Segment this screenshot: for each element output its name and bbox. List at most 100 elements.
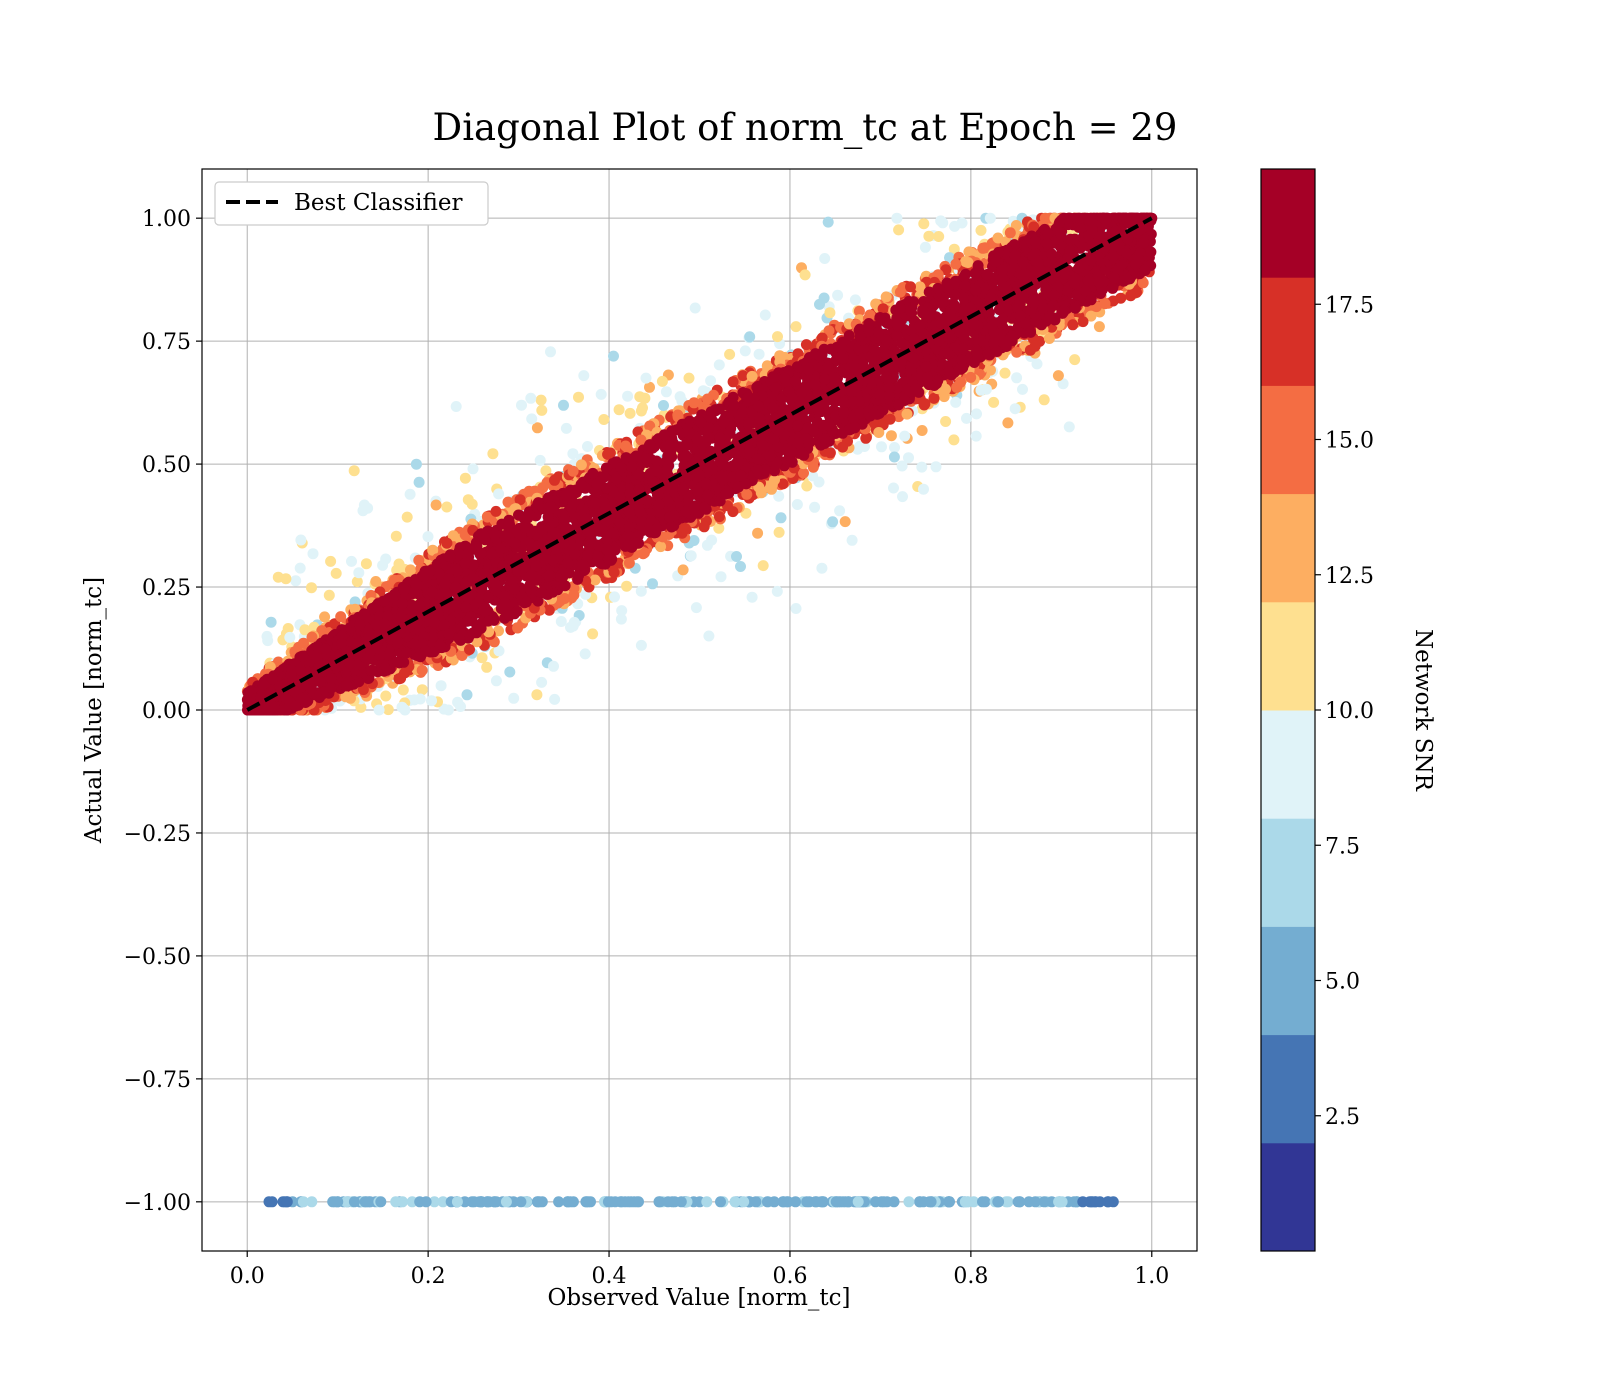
scatter-point [306,582,317,594]
scatter-point [340,691,352,703]
scatter-point [930,461,942,473]
scatter-point [656,375,668,387]
scatter-point [1067,319,1079,331]
scatter-point [1010,220,1022,231]
scatter-point [701,539,713,551]
scatter-point [644,381,655,393]
scatter-point [330,567,342,579]
scatter-point [545,346,556,358]
scatter-point [713,511,725,523]
scatter-point [901,408,913,420]
scatter-point [832,289,844,301]
scatter-point [435,680,447,692]
scatter-point [437,1196,449,1208]
scatter-point [487,448,499,460]
chart-title: Diagonal Plot of norm_tc at Epoch = 29 [433,106,1178,150]
scatter-point [307,548,319,560]
scatter-point [476,652,488,664]
scatter-point [677,564,689,576]
scatter-point [633,1196,644,1208]
scatter-point [971,408,982,420]
scatter-point [635,434,647,446]
scatter-point [753,348,765,360]
scatter-point [531,422,543,434]
scatter-point [950,258,962,270]
scatter-point [880,291,892,303]
scatter-point [323,589,335,601]
scatter-point [837,441,849,453]
scatter-point [567,620,579,632]
scatter-point [654,1196,666,1208]
scatter-point [452,696,464,708]
scatter-point [790,321,802,333]
scatter-point [876,441,887,453]
scatter-point [523,485,535,497]
scatter-point [534,454,546,466]
scatter-point [940,383,951,395]
scatter-point [827,516,839,528]
scatter-point [766,478,778,490]
scatter-point [621,580,633,592]
scatter-point [1068,1196,1080,1208]
scatter-point [536,404,548,416]
scatter-point [1038,1196,1050,1208]
scatter-points [241,212,1158,1208]
scatter-point [675,1196,687,1208]
scatter-point [623,557,635,569]
scatter-point [918,483,929,495]
scatter-point [504,666,516,678]
scatter-point [441,537,453,549]
scatter-point [688,535,700,546]
scatter-point [582,441,593,452]
scatter-point [970,430,982,442]
scatter-point [689,302,701,314]
scatter-point [746,370,758,382]
scatter-point [843,1196,855,1208]
scatter-point [771,585,783,597]
scatter-point [280,573,292,585]
scatter-point [1011,346,1023,358]
scatter-point [450,401,462,412]
scatter-point [852,1196,864,1208]
scatter-point [713,522,725,534]
scatter-point [655,541,667,553]
scatter-point [744,331,756,343]
scatter-point [940,416,952,427]
scatter-point [416,664,428,676]
scatter-point [482,511,493,523]
scatter-point [489,1196,501,1208]
scatter-point [746,591,758,603]
scatter-point [916,425,928,436]
scatter-point [859,441,870,452]
scatter-point [535,394,547,406]
scatter-point [568,589,580,601]
scatter-point [441,501,453,513]
scatter-point [977,1196,988,1208]
scatter-point [807,461,819,473]
scatter-point [420,1196,432,1208]
scatter-point [738,1196,750,1208]
scatter-point [589,574,601,586]
scatter-point [918,218,930,230]
scatter-point [761,360,773,372]
scatter-point [737,370,749,382]
scatter-point [624,407,636,419]
scatter-point [1031,358,1043,370]
scatter-point [885,430,897,442]
scatter-point [1028,221,1040,233]
scatter-point [992,1196,1004,1208]
scatter-point [353,567,365,579]
scatter-point [772,331,783,343]
scatter-point [774,350,786,362]
scatter-point [616,605,628,617]
plot-area [201,168,1198,1252]
scatter-point [888,482,899,494]
scatter-point [1102,1196,1114,1208]
scatter-point [1057,378,1069,390]
scatter-point [702,393,713,405]
scatter-point [548,660,559,672]
scatter-point [799,269,811,281]
scatter-point [853,305,865,317]
scatter-point [877,303,889,315]
scatter-point [955,376,967,388]
